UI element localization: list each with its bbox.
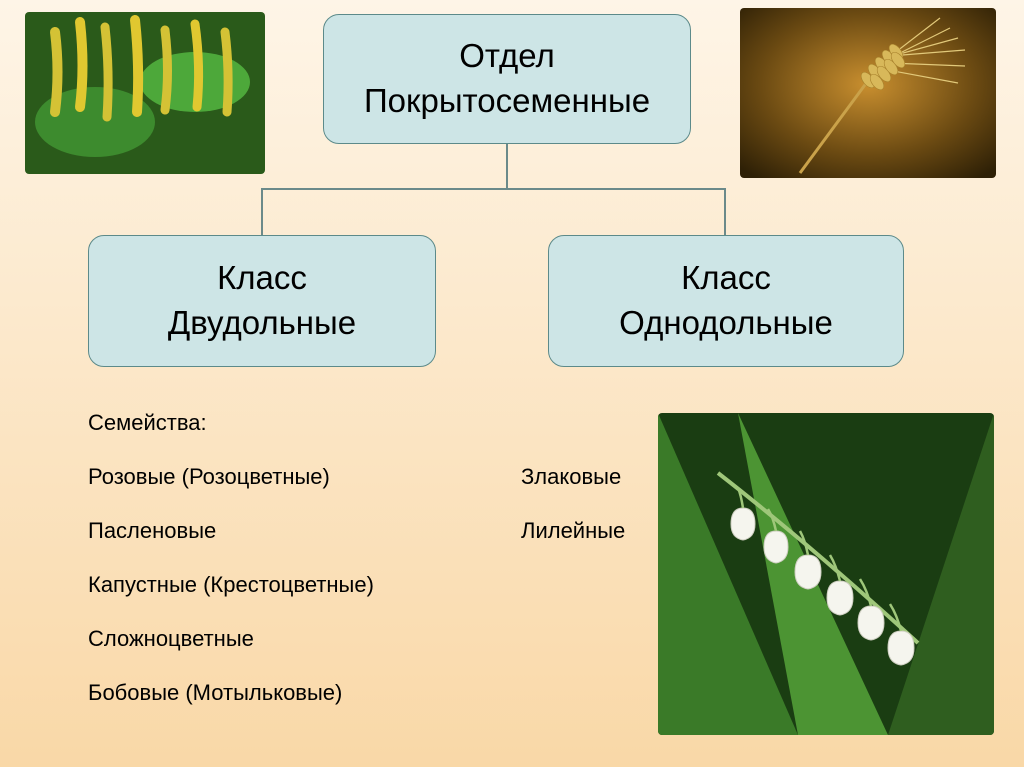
- node-right-line2: Однодольные: [619, 301, 833, 346]
- families-header: Семейства:: [88, 410, 374, 436]
- photo-bottom-right: [658, 413, 994, 735]
- connector-horiz: [261, 188, 726, 190]
- list-item: Сложноцветные: [88, 626, 374, 652]
- catkins-icon: [25, 12, 265, 174]
- node-root: Отдел Покрытосеменные: [323, 14, 691, 144]
- wheat-ear-icon: [740, 8, 996, 178]
- families-right-list: Злаковые Лилейные: [521, 464, 625, 572]
- node-left-line1: Класс: [217, 256, 307, 301]
- node-root-line1: Отдел: [459, 34, 554, 79]
- node-root-line2: Покрытосеменные: [364, 79, 650, 124]
- connector-vert-left: [261, 188, 263, 235]
- list-item: Злаковые: [521, 464, 625, 490]
- node-right: Класс Однодольные: [548, 235, 904, 367]
- list-item: Лилейные: [521, 518, 625, 544]
- node-left-line2: Двудольные: [168, 301, 356, 346]
- node-right-line1: Класс: [681, 256, 771, 301]
- list-item: Капустные (Крестоцветные): [88, 572, 374, 598]
- list-item: Бобовые (Мотыльковые): [88, 680, 374, 706]
- lily-of-valley-icon: [658, 413, 994, 735]
- connector-vert-root: [506, 144, 508, 190]
- node-left: Класс Двудольные: [88, 235, 436, 367]
- families-left-list: Семейства: Розовые (Розоцветные) Паслено…: [88, 410, 374, 734]
- connector-vert-right: [724, 188, 726, 235]
- photo-top-right: [740, 8, 996, 178]
- list-item: Пасленовые: [88, 518, 374, 544]
- list-item: Розовые (Розоцветные): [88, 464, 374, 490]
- photo-top-left: [25, 12, 265, 174]
